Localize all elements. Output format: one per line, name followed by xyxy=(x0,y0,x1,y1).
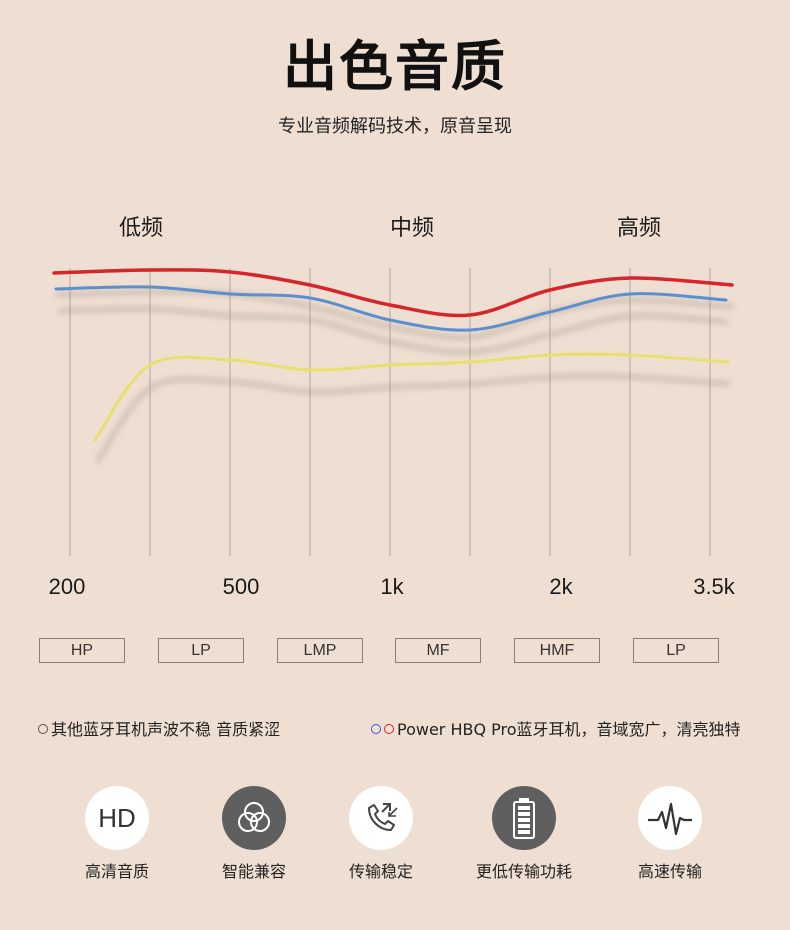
feature-compat: 智能兼容 xyxy=(199,786,309,882)
band-low-label: 低频 xyxy=(118,216,164,241)
filter-label-hp: HP xyxy=(39,638,125,663)
chart-series xyxy=(52,268,734,442)
feature-compat-label: 智能兼容 xyxy=(221,862,286,881)
band-high-label: 高频 xyxy=(616,216,662,241)
pulse-icon xyxy=(638,786,702,850)
filter-label-mf: MF xyxy=(395,638,481,663)
feature-stable-label: 传输稳定 xyxy=(348,862,413,881)
frequency-response-chart xyxy=(52,268,735,556)
feature-stable: 传输稳定 xyxy=(326,786,436,882)
feature-hd-label: 高清音质 xyxy=(84,862,149,881)
feature-speed: 高速传输 xyxy=(615,786,725,882)
series-shadow-line xyxy=(55,288,735,341)
page-title: 出色音质 xyxy=(283,35,507,98)
series-line-2 xyxy=(93,352,730,442)
legend-gray-dot-icon xyxy=(38,724,48,734)
circles-icon xyxy=(222,786,286,850)
feature-power: 更低传输功耗 xyxy=(469,786,579,882)
tick-label-2k: 2k xyxy=(549,574,573,599)
legend-others-text: 其他蓝牙耳机声波不稳 音质紧涩 xyxy=(51,720,281,739)
hd-icon: HD xyxy=(85,786,149,850)
filter-label-lmp: LMP xyxy=(277,638,363,663)
feature-power-label: 更低传输功耗 xyxy=(475,862,572,881)
band-mid-label: 中频 xyxy=(389,216,435,241)
series-shadow-line xyxy=(57,305,729,356)
series-line-1 xyxy=(54,285,728,332)
feature-hd: HD 高清音质 xyxy=(62,786,172,882)
chart-gridlines xyxy=(69,268,711,556)
tick-label-3-5k: 3.5k xyxy=(693,574,735,599)
feature-speed-label: 高速传输 xyxy=(637,862,702,881)
legend-others: 其他蓝牙耳机声波不稳 音质紧涩 xyxy=(38,716,280,740)
filter-label-hmf: HMF xyxy=(514,638,600,663)
page-subtitle: 专业音频解码技术，原音呈现 xyxy=(278,116,512,137)
filter-label-lp-2: LP xyxy=(633,638,719,663)
chart-shadow-curves xyxy=(55,288,735,464)
phone-icon xyxy=(349,786,413,850)
filter-label-lp: LP xyxy=(158,638,244,663)
legend-blue-dot-icon xyxy=(371,724,381,734)
legend-ours: Power HBQ Pro蓝牙耳机，音域宽广，清亮独特 xyxy=(371,716,741,740)
series-line-0 xyxy=(52,268,734,318)
tick-label-1k: 1k xyxy=(380,574,404,599)
battery-icon xyxy=(492,786,556,850)
legend-ours-text: Power HBQ Pro蓝牙耳机，音域宽广，清亮独特 xyxy=(397,720,741,739)
tick-label-200: 200 xyxy=(48,574,86,599)
series-shadow-line xyxy=(94,373,731,464)
legend-red-dot-icon xyxy=(384,724,394,734)
tick-label-500: 500 xyxy=(222,574,260,599)
